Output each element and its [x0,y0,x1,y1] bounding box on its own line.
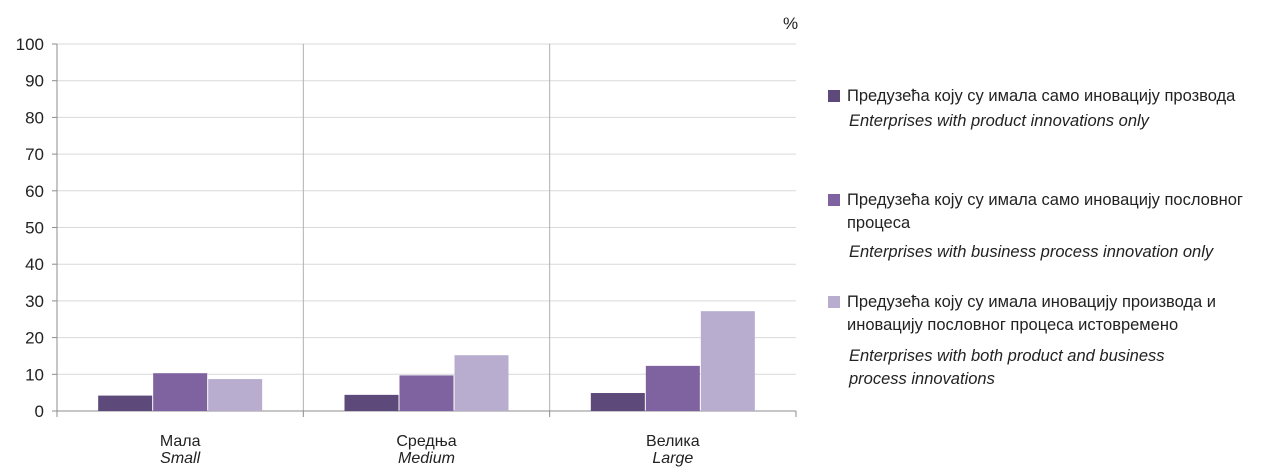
y-tick-label-30: 30 [25,292,44,311]
legend-label-process-only-en: Enterprises with business process innova… [849,243,1214,261]
bar-s1-c1 [399,375,454,411]
y-tick-label-90: 90 [25,72,44,91]
y-tick-label-100: 100 [16,35,44,54]
bar-s2-c2 [700,311,755,411]
x-category-label-0: Мала [160,433,201,450]
bar-s2-c1 [454,355,509,411]
unit-label: % [783,14,798,33]
legend-swatch-process-only [828,194,840,206]
legend-swatch-both [828,296,840,308]
x-category-label-1: Средња [396,433,456,450]
y-tick-label-70: 70 [25,145,44,164]
legend-label-both-en: Enterprises with both product and busine… [849,347,1165,388]
y-tick-label-80: 80 [25,108,44,127]
bar-s1-c2 [645,365,700,411]
legend-label-process-only: Предузећа коју су имала само иновацију п… [847,191,1243,232]
x-category-label-2: Велика [646,433,700,450]
legend-label-both: Предузећа коју су имала иновацију произв… [847,293,1217,334]
legend-label-product-only-en: Enterprises with product innovations onl… [849,112,1149,130]
bar-s0-c0 [98,395,153,411]
y-tick-label-50: 50 [25,219,44,238]
x-category-label-en-0: Small [160,450,200,467]
x-category-label-en-1: Medium [398,450,455,467]
bar-s0-c2 [590,393,645,411]
y-tick-label-60: 60 [25,182,44,201]
legend-swatch-product-only [828,90,840,102]
y-tick-label-0: 0 [35,402,44,421]
y-tick-label-20: 20 [25,329,44,348]
legend-label-product-only: Предузећа коју су имала само иновацију п… [847,87,1236,105]
x-category-label-en-2: Large [652,450,693,467]
bar-s1-c0 [153,373,208,411]
y-tick-label-40: 40 [25,255,44,274]
bar-s0-c1 [344,394,399,411]
y-tick-label-10: 10 [25,365,44,384]
bar-s2-c0 [208,379,263,411]
